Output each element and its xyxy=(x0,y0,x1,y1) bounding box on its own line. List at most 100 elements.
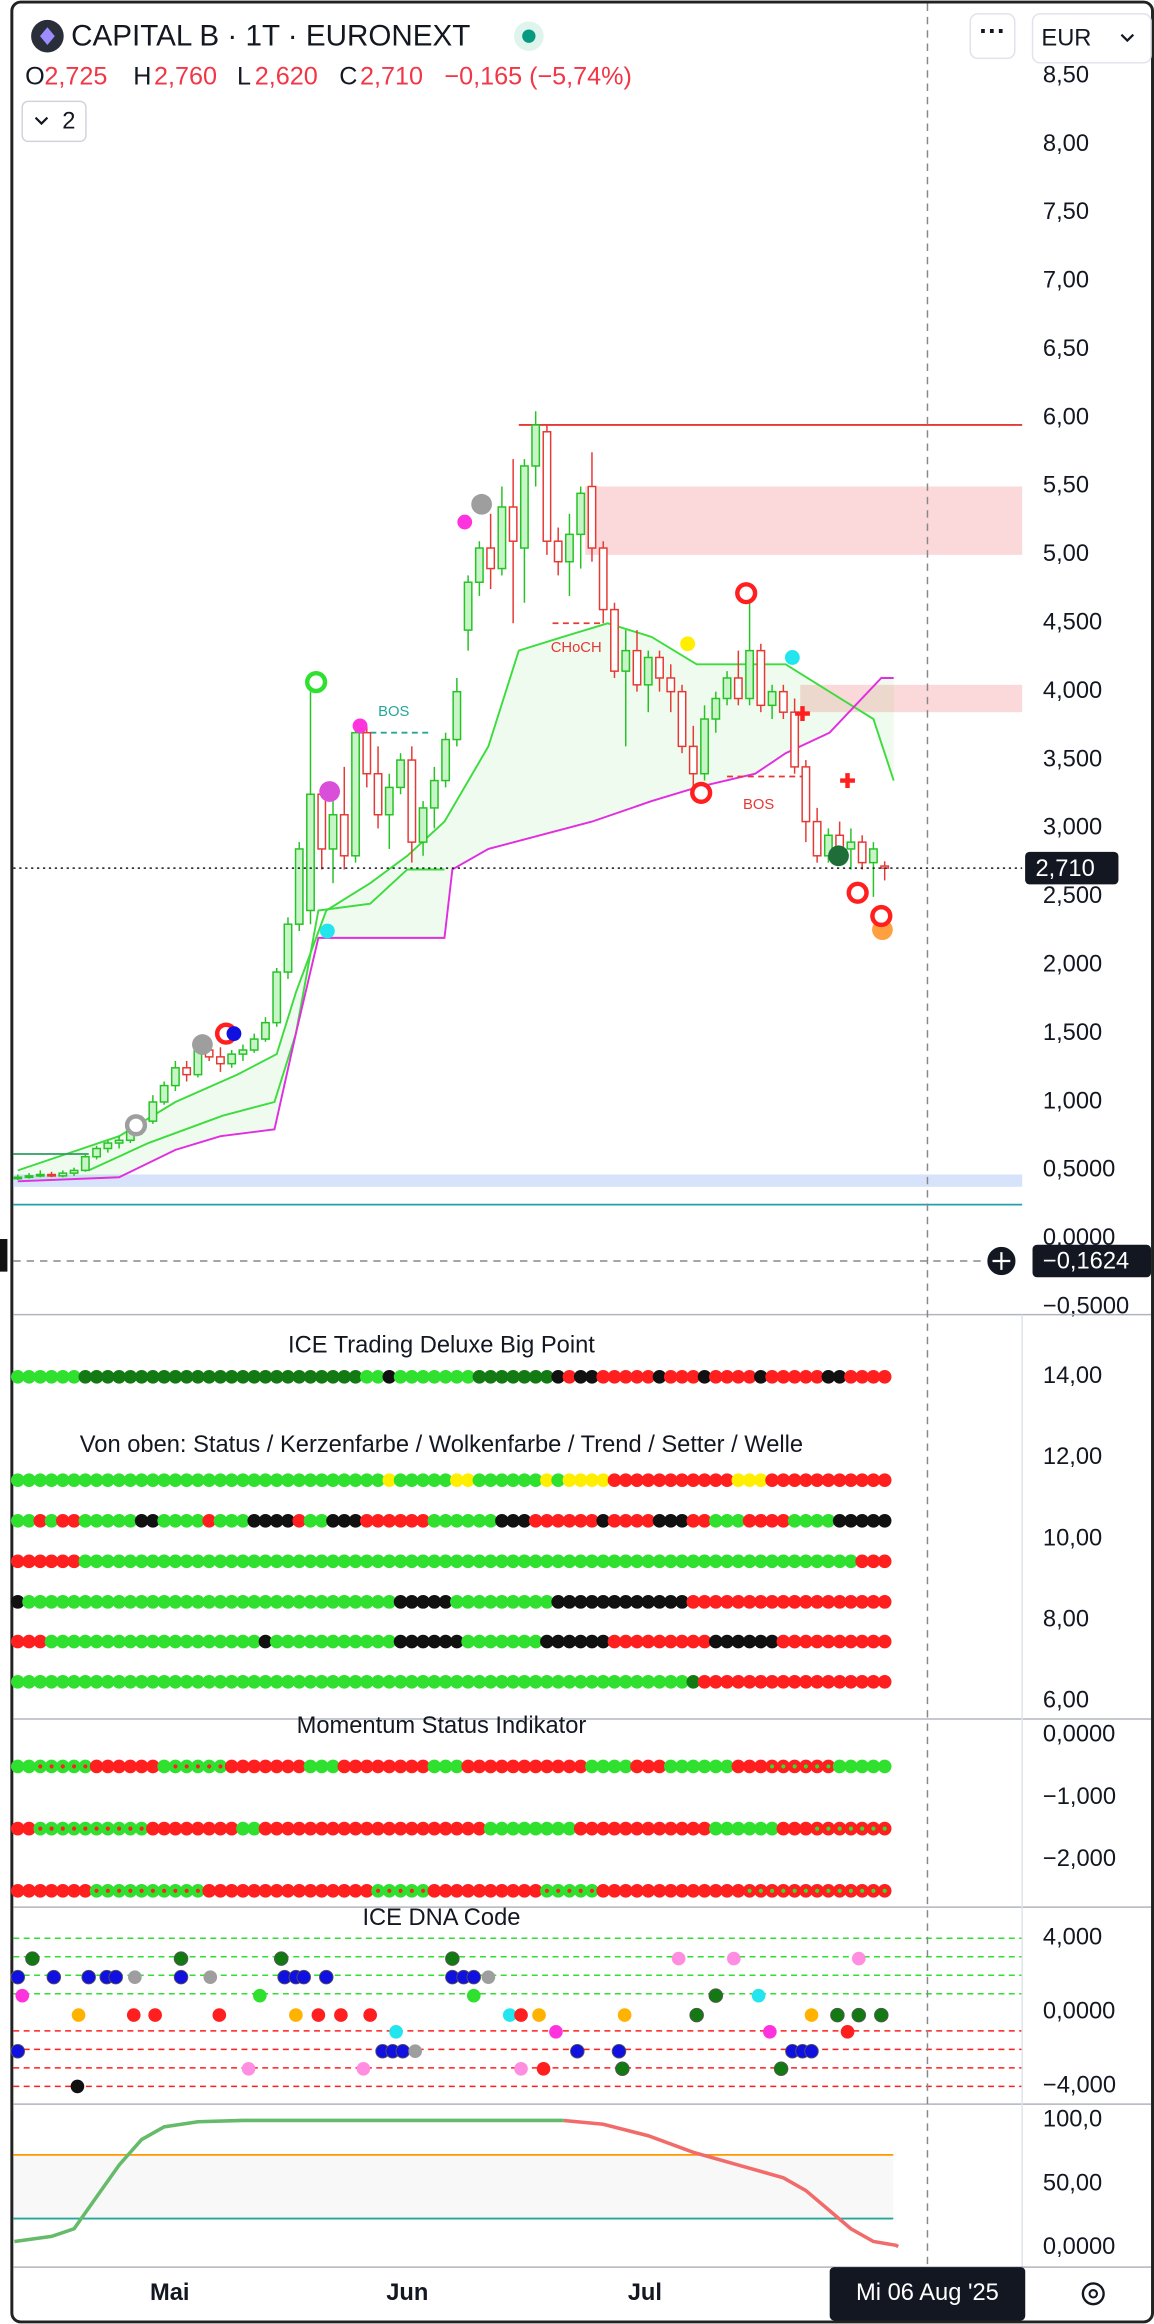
status-dot xyxy=(179,1473,194,1488)
status-dot xyxy=(10,1513,25,1528)
dna-dot xyxy=(148,2008,162,2022)
indicators-toggle[interactable] xyxy=(21,100,87,143)
status-dot xyxy=(461,1595,475,1609)
status-dot xyxy=(618,1674,633,1689)
status-dot-core xyxy=(184,1764,189,1769)
status-dot xyxy=(562,1369,577,1384)
status-dot xyxy=(522,29,536,43)
candle-body xyxy=(328,814,338,850)
status-dot-core xyxy=(150,1888,155,1893)
dna-dot xyxy=(514,2008,528,2022)
status-dot xyxy=(630,1595,644,1609)
settings[interactable] xyxy=(1081,2282,1105,2306)
status-dot xyxy=(44,1674,59,1689)
status-dot xyxy=(67,1369,81,1384)
status-dot xyxy=(844,1674,858,1689)
status-dot xyxy=(596,1634,611,1649)
status-dot xyxy=(844,1595,858,1609)
dna-dot xyxy=(532,2008,546,2022)
status-dot xyxy=(821,1634,836,1649)
status-dot xyxy=(483,1821,498,1836)
candle-body xyxy=(13,1176,23,1180)
status-dot xyxy=(314,1513,329,1528)
dna-dot xyxy=(804,2008,819,2022)
status-dot xyxy=(562,1595,577,1609)
status-dot xyxy=(157,1759,171,1774)
status-dot xyxy=(236,1634,250,1649)
candle-body xyxy=(35,1173,45,1177)
status-dot xyxy=(371,1595,385,1609)
plot-layer: BOS CHoCH BOS 8,50 8,00 7,50 7,00 6,50 6,00 5,50 5… xyxy=(10,3,1152,2321)
status-dot xyxy=(258,1369,273,1384)
status-dot xyxy=(528,1634,543,1649)
status-dot xyxy=(78,1513,93,1528)
status-dot xyxy=(652,1759,667,1774)
status-dot-core xyxy=(421,1888,426,1893)
status-dot xyxy=(799,1821,813,1836)
status-dot xyxy=(754,1369,768,1384)
x-tick-label: Jun xyxy=(386,2280,428,2306)
status-dot xyxy=(247,1821,262,1836)
menu-button[interactable] xyxy=(969,13,1016,60)
status-dot xyxy=(832,1369,847,1384)
candle-body xyxy=(733,677,743,700)
status-dot xyxy=(641,1674,656,1689)
status-dot xyxy=(787,1634,802,1649)
status-dot-core xyxy=(71,1764,77,1769)
status-dot xyxy=(776,1369,791,1384)
status-dot xyxy=(247,1513,262,1528)
dna-dot xyxy=(611,2043,627,2059)
status-dot xyxy=(292,1674,307,1689)
status-dot xyxy=(495,1369,509,1384)
status-dot xyxy=(866,1595,881,1609)
status-dot xyxy=(686,1821,701,1836)
status-dot xyxy=(517,1759,532,1774)
status-dot xyxy=(708,1595,723,1609)
last-price-label: 2,710 xyxy=(1035,856,1094,882)
frame xyxy=(10,0,1154,2324)
status-dot xyxy=(821,1595,836,1609)
status-dot xyxy=(686,1634,701,1649)
status-dot xyxy=(675,1513,689,1528)
signal-dot xyxy=(319,781,341,802)
status-dot xyxy=(236,1513,250,1528)
status-dot xyxy=(247,1634,262,1649)
status-dot xyxy=(123,1674,138,1689)
status-dot xyxy=(787,1674,802,1689)
candle-body xyxy=(756,649,766,707)
status-dot xyxy=(573,1473,588,1488)
status-dot xyxy=(731,1821,746,1836)
currency-button[interactable] xyxy=(1031,13,1152,64)
status-dot xyxy=(303,1595,318,1609)
candle-body xyxy=(655,656,664,679)
status-dot xyxy=(326,1884,340,1898)
status-dot xyxy=(247,1884,262,1898)
status-dot xyxy=(821,1369,836,1384)
menu-icon: ··· xyxy=(979,16,1006,46)
status-dot xyxy=(258,1674,273,1689)
candle-body xyxy=(700,718,709,775)
status-dot xyxy=(776,1595,791,1609)
status-dot xyxy=(495,1884,509,1898)
signal-cross xyxy=(840,773,855,788)
status-dot xyxy=(44,1595,59,1609)
status-dot xyxy=(314,1884,329,1898)
status-dot xyxy=(675,1674,689,1689)
status-dot xyxy=(393,1554,408,1569)
crosshair-box xyxy=(1032,1244,1152,1278)
status-dot xyxy=(641,1369,656,1384)
status-dot-core xyxy=(94,1888,99,1893)
high-value: 2,760 xyxy=(154,62,217,90)
y-tick-label: 0,0000 xyxy=(1043,1999,1115,2025)
status-dot-core xyxy=(826,1826,831,1831)
status-dot xyxy=(213,1634,228,1649)
dna-dot xyxy=(389,2024,403,2039)
status-dot-core xyxy=(803,1888,808,1893)
status-dot xyxy=(630,1473,644,1488)
status-dot xyxy=(78,1554,93,1569)
status-dot xyxy=(101,1473,115,1488)
candle-body xyxy=(47,1173,56,1177)
status-dot xyxy=(269,1554,284,1569)
status-dot xyxy=(168,1634,183,1649)
status-dot xyxy=(123,1473,138,1488)
